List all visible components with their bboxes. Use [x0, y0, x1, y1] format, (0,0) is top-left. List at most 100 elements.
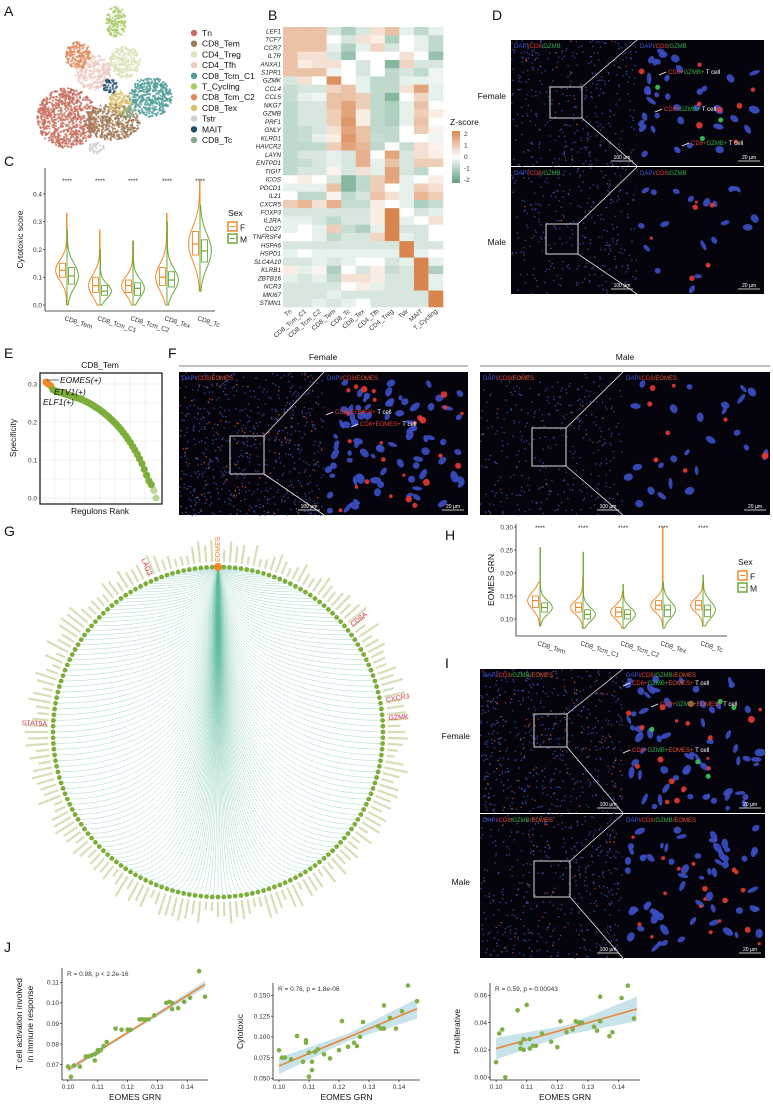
heatmap-cell: [428, 101, 444, 110]
heatmap-row-label: CXCR5: [260, 201, 282, 208]
nucleus: [282, 495, 285, 497]
umap-cell-point: [67, 123, 70, 126]
umap-cell-point: [63, 139, 67, 142]
nucleus: [528, 177, 530, 179]
umap-cell-point: [108, 13, 111, 16]
heatmap-cell: [384, 101, 400, 110]
umap-cell-point: [98, 78, 101, 81]
heatmap-cell: [283, 27, 298, 36]
nucleus: [257, 398, 260, 401]
nucleus: [531, 95, 534, 97]
umap-cell-point: [118, 20, 121, 24]
boxplot-box: [532, 595, 539, 608]
nucleus: [455, 414, 462, 421]
heatmap-cell: [384, 109, 400, 118]
nucleus: [589, 239, 592, 241]
nucleus: [266, 503, 269, 505]
umap-cell-point: [92, 76, 95, 79]
nucleus: [577, 205, 579, 207]
nucleus: [318, 488, 320, 490]
heatmap-cell: [428, 51, 444, 61]
nucleus: [573, 114, 575, 116]
nucleus: [591, 72, 594, 74]
heatmap-cell: [312, 76, 327, 85]
nucleus: [532, 67, 535, 69]
nucleus: [582, 181, 584, 183]
umap-cell-point: [161, 110, 164, 113]
nucleus: [216, 382, 218, 385]
nucleus: [540, 40, 542, 42]
nucleus: [585, 96, 587, 98]
heatmap-cell: [384, 257, 400, 267]
nucleus: [605, 482, 607, 484]
heatmap-cell: [413, 43, 429, 53]
colorbar-title: Z-score: [450, 117, 479, 127]
nucleus: [217, 492, 219, 494]
nucleus: [530, 142, 532, 144]
nucleus: [597, 214, 599, 217]
heatmap-column-label: Tn: [283, 308, 294, 318]
umap-cell-point: [86, 54, 89, 57]
umap-cell-point: [148, 84, 151, 87]
umap-cell-point: [60, 115, 64, 118]
microscopy-overview-image: [179, 372, 325, 517]
heatmap-cell: [341, 59, 357, 69]
umap-cell-point: [112, 135, 115, 138]
nucleus: [253, 427, 255, 429]
cd8-signal: [582, 405, 584, 407]
umap-cell-point: [136, 124, 139, 127]
heatmap-cell: [384, 232, 400, 242]
nucleus: [616, 200, 618, 202]
nucleus: [305, 499, 308, 501]
umap-cell-point: [83, 120, 86, 123]
heatmap-cell: [283, 125, 298, 135]
umap-cell-point: [117, 14, 120, 17]
nucleus: [567, 100, 569, 102]
umap-cell-point: [111, 16, 114, 19]
nucleus: [281, 501, 283, 503]
nucleus: [531, 62, 533, 64]
heatmap-row-label: STMN1: [260, 300, 281, 307]
nucleus: [188, 485, 190, 488]
channel-name: /CD8: [528, 171, 542, 177]
legend-swatch: [227, 233, 238, 244]
nucleus: [322, 474, 324, 476]
nucleus: [582, 281, 584, 283]
nucleus: [298, 458, 301, 460]
umap-cell-point: [73, 65, 76, 68]
umap-cell-point: [88, 65, 91, 68]
umap-cell-point: [70, 59, 73, 63]
nucleus: [274, 439, 276, 441]
nucleus: [253, 443, 256, 446]
umap-cell-point: [63, 88, 66, 91]
nucleus: [289, 471, 291, 473]
nucleus: [228, 490, 231, 492]
heatmap-cell: [428, 109, 444, 118]
nucleus: [269, 498, 271, 500]
nucleus: [570, 149, 572, 151]
nucleus: [554, 139, 556, 141]
heatmap-cell: [312, 208, 327, 217]
nucleus: [186, 413, 189, 415]
nucleus: [628, 254, 631, 256]
cd8-signal: [689, 275, 695, 281]
nucleus: [273, 467, 275, 469]
umap-cell-point: [151, 110, 154, 113]
nucleus: [290, 508, 292, 510]
nucleus: [263, 510, 265, 513]
zoom-region-box: [549, 86, 583, 119]
umap-cell-point: [97, 61, 100, 64]
nucleus: [251, 507, 253, 509]
umap-cell-point: [106, 88, 109, 91]
nucleus: [203, 416, 205, 419]
scale-bar-label: 100 µm: [301, 504, 318, 510]
nucleus: [643, 244, 650, 252]
nucleus: [501, 440, 503, 442]
nucleus: [566, 265, 568, 268]
nucleus: [551, 99, 553, 101]
umap-cell-point: [67, 140, 70, 143]
nucleus: [305, 394, 307, 396]
nucleus: [298, 512, 300, 514]
nucleus: [317, 403, 320, 405]
nucleus: [271, 418, 273, 420]
